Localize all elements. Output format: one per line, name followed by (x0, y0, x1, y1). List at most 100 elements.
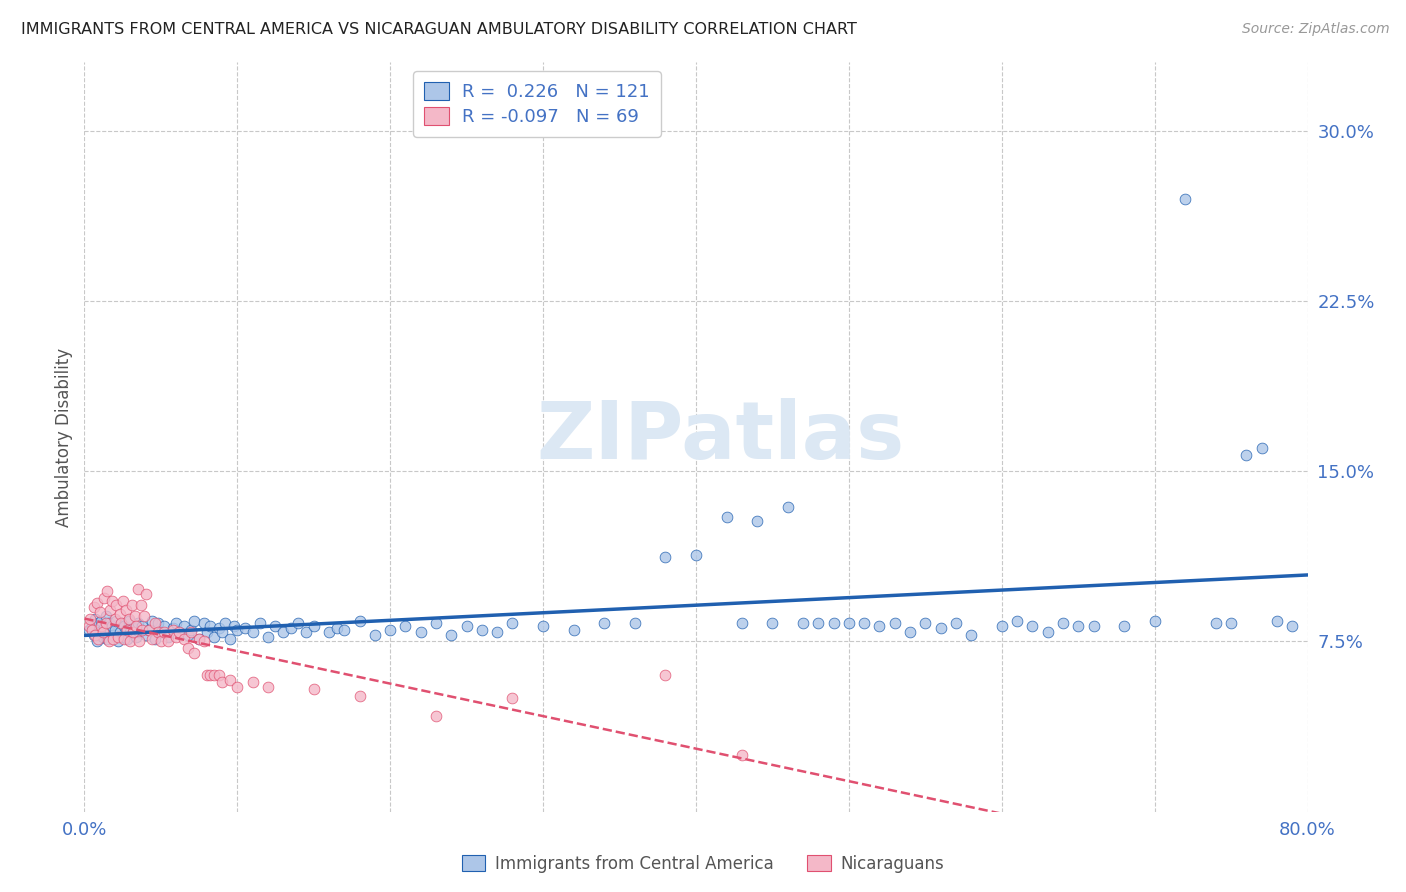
Point (108, 625, 131, 640)
Point (149, 634, 172, 648)
Point (208, 668, 231, 682)
Point (211, 675, 233, 690)
Point (120, 625, 142, 640)
Point (165, 616, 187, 631)
Point (153, 618, 176, 632)
Legend: R =  0.226   N = 121, R = -0.097   N = 69: R = 0.226 N = 121, R = -0.097 N = 69 (413, 71, 661, 137)
Point (302, 618, 325, 632)
Point (409, 625, 432, 640)
Point (112, 618, 135, 632)
Point (214, 616, 236, 631)
Point (111, 593, 134, 607)
Point (1250, 442, 1272, 456)
Point (685, 548, 707, 562)
Point (77, 618, 100, 632)
Point (183, 646, 205, 660)
Point (218, 673, 240, 687)
Point (1265, 614, 1288, 628)
Point (302, 682, 325, 697)
Point (105, 614, 128, 628)
Point (114, 623, 136, 637)
Point (233, 621, 256, 635)
Point (180, 625, 202, 640)
Point (1005, 614, 1028, 628)
Point (97, 616, 120, 631)
Point (295, 625, 318, 640)
Point (143, 632, 166, 647)
Point (132, 609, 155, 624)
Point (440, 627, 463, 641)
Point (90, 614, 112, 628)
Point (105, 598, 128, 612)
Point (96, 632, 118, 647)
Point (80, 623, 103, 637)
Point (98, 625, 121, 640)
Point (195, 625, 218, 640)
Point (807, 616, 830, 631)
Point (425, 616, 447, 631)
Point (167, 625, 190, 640)
Point (101, 618, 124, 632)
Legend: Immigrants from Central America, Nicaraguans: Immigrants from Central America, Nicarag… (456, 848, 950, 880)
Point (425, 709, 447, 723)
Point (120, 634, 142, 648)
Point (183, 614, 205, 628)
Point (1021, 618, 1043, 632)
Point (125, 618, 148, 632)
Point (110, 616, 132, 631)
Point (104, 623, 127, 637)
Point (177, 627, 200, 641)
Text: ZIPatlas: ZIPatlas (536, 398, 904, 476)
Point (1083, 618, 1105, 632)
Point (80, 618, 103, 632)
Point (98, 602, 121, 616)
Point (1036, 625, 1059, 640)
Point (127, 616, 149, 631)
Point (138, 623, 160, 637)
Point (394, 618, 416, 632)
Point (84, 612, 107, 626)
Point (162, 621, 184, 635)
Point (125, 630, 148, 644)
Point (257, 680, 280, 694)
Point (349, 614, 371, 628)
Point (128, 634, 150, 648)
Point (226, 623, 249, 637)
Point (562, 623, 585, 637)
Point (97, 634, 120, 648)
Point (869, 618, 891, 632)
Point (135, 587, 157, 601)
Point (333, 623, 356, 637)
Point (1067, 618, 1090, 632)
Point (121, 598, 143, 612)
Point (456, 618, 478, 632)
Point (731, 616, 754, 631)
Point (211, 625, 233, 640)
Point (1205, 616, 1227, 631)
Point (654, 550, 676, 565)
Point (1220, 616, 1243, 631)
Point (1281, 618, 1303, 632)
Point (747, 514, 769, 528)
Point (112, 632, 135, 647)
Point (157, 634, 180, 648)
Point (138, 623, 160, 637)
Point (242, 625, 264, 640)
Point (287, 616, 309, 631)
Point (349, 689, 371, 703)
Point (731, 747, 754, 762)
Point (124, 609, 146, 624)
Point (193, 616, 215, 631)
Point (264, 618, 287, 632)
Point (162, 623, 184, 637)
Point (318, 625, 340, 640)
Point (364, 627, 387, 641)
Point (149, 625, 172, 640)
Point (131, 618, 153, 632)
Point (129, 598, 152, 612)
Text: Source: ZipAtlas.com: Source: ZipAtlas.com (1241, 22, 1389, 37)
Point (883, 616, 905, 631)
Point (1143, 614, 1166, 628)
Point (94, 616, 117, 631)
Point (122, 621, 145, 635)
